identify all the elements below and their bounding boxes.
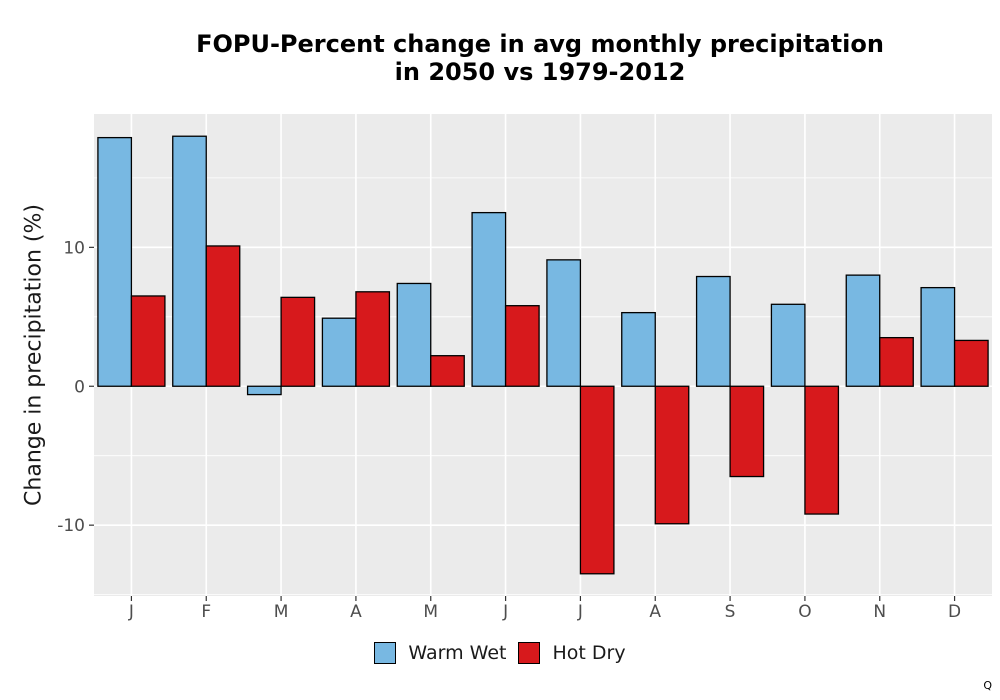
- bar-warm-wet: [546, 259, 582, 387]
- bar-hot-dry: [654, 385, 690, 525]
- bar-warm-wet: [246, 385, 282, 396]
- bar-hot-dry: [205, 245, 241, 387]
- x-tick-label: M: [274, 602, 289, 622]
- corner-mark: Q: [983, 679, 992, 692]
- bar-warm-wet: [845, 274, 881, 387]
- legend: Warm Wet Hot Dry: [0, 642, 1000, 664]
- x-tick-label: A: [350, 602, 362, 622]
- y-tick-label: 0: [74, 377, 85, 397]
- x-tick-label: J: [128, 602, 134, 622]
- legend-item-hot-dry: Hot Dry: [518, 642, 626, 664]
- bar-hot-dry: [579, 385, 615, 575]
- legend-label-hot-dry: Hot Dry: [552, 642, 626, 664]
- bar-hot-dry: [879, 336, 914, 387]
- x-tick-label: S: [725, 602, 736, 622]
- bar-hot-dry: [729, 385, 765, 478]
- bar-hot-dry: [953, 339, 989, 387]
- x-tick-label: F: [201, 602, 211, 622]
- bar-hot-dry: [804, 385, 840, 515]
- bar-warm-wet: [97, 136, 133, 387]
- bar-warm-wet: [321, 317, 357, 387]
- bar-hot-dry: [355, 291, 391, 387]
- x-tick-label: J: [577, 602, 583, 622]
- y-tick-label: 10: [63, 238, 85, 258]
- bar-warm-wet: [621, 311, 656, 387]
- bar-warm-wet: [920, 286, 956, 387]
- bar-hot-dry: [280, 296, 316, 387]
- legend-label-warm-wet: Warm Wet: [408, 642, 507, 664]
- x-tick-label: O: [798, 602, 811, 622]
- chart-title: FOPU-Percent change in avg monthly preci…: [90, 30, 990, 86]
- bar-hot-dry: [130, 295, 166, 387]
- bar-warm-wet: [770, 303, 806, 387]
- x-tick-label: A: [649, 602, 661, 622]
- legend-item-warm-wet: Warm Wet: [374, 642, 506, 664]
- y-tick-label: -10: [57, 516, 85, 536]
- legend-swatch-warm-wet: [374, 642, 397, 664]
- chart-title-line-2: in 2050 vs 1979-2012: [394, 58, 686, 86]
- bar-warm-wet: [695, 275, 731, 387]
- bar-warm-wet: [396, 282, 432, 387]
- x-tick-label: D: [948, 602, 961, 622]
- bar-hot-dry: [430, 355, 465, 387]
- bar-warm-wet: [172, 135, 207, 387]
- bar-warm-wet: [471, 211, 507, 387]
- x-tick-label: M: [423, 602, 438, 622]
- plot-panel: [94, 114, 992, 596]
- x-tick-label: N: [873, 602, 886, 622]
- legend-swatch-hot-dry: [518, 642, 541, 664]
- x-tick-label: J: [502, 602, 508, 622]
- bar-hot-dry: [504, 305, 540, 387]
- chart-title-line-1: FOPU-Percent change in avg monthly preci…: [196, 30, 884, 58]
